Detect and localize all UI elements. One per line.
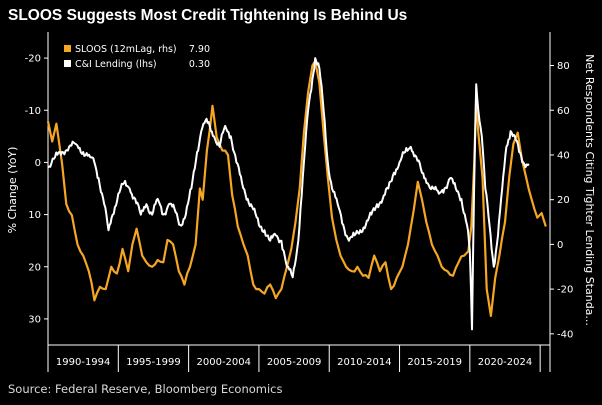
legend-swatch-ci-lending: [64, 60, 71, 67]
right-axis-ticks: 80 60 40 20 0 -20 -40: [550, 61, 573, 340]
plot-frame: [47, 32, 551, 372]
chart-title: SLOOS Suggests Most Credit Tightening Is…: [8, 7, 407, 24]
x-tick-label: 1995-1999: [126, 357, 181, 368]
x-tick-label: 2015-2019: [407, 357, 462, 368]
chart-source: Source: Federal Reserve, Bloomberg Econo…: [8, 382, 283, 396]
right-tick-label: 80: [557, 61, 570, 72]
right-tick-label: -40: [557, 329, 573, 340]
x-tick-label: 2000-2004: [197, 357, 252, 368]
y-axis-label-left: % Change (YoY): [6, 147, 19, 234]
x-axis-ticks: 1990-1994 1995-1999 2000-2004 2005-2009 2010…: [56, 345, 541, 372]
left-tick-label: 30: [28, 314, 41, 325]
series-line-ci-lending: [47, 57, 530, 331]
left-axis-ticks: -20 -10 0 10 20 30: [25, 54, 48, 325]
series-layer: [46, 57, 547, 331]
right-tick-label: 20: [557, 195, 570, 206]
x-tick-label: 2020-2024: [478, 357, 533, 368]
y-axis-label-right: Net Respondents Citing Tighter Lending S…: [583, 54, 596, 326]
legend-background: [61, 40, 214, 74]
legend-label-sloos: SLOOS (12mLag, rhs): [75, 44, 177, 55]
right-tick-label: 60: [557, 106, 570, 117]
legend-value-sloos: 7.90: [189, 44, 210, 55]
legend-value-ci-lending: 0.30: [189, 59, 210, 70]
legend-swatch-sloos: [64, 45, 71, 52]
left-tick-label: 0: [35, 158, 41, 169]
left-tick-label: 20: [28, 262, 41, 273]
left-tick-label: -10: [25, 106, 41, 117]
series-line-sloos: [46, 60, 547, 317]
left-tick-label: -20: [25, 54, 41, 65]
x-tick-label: 2005-2009: [267, 357, 322, 368]
legend-label-ci-lending: C&I Lending (lhs): [75, 59, 157, 70]
right-tick-label: -20: [557, 285, 573, 296]
legend: SLOOS (12mLag, rhs) 7.90 C&I Lending (lh…: [61, 40, 214, 74]
x-tick-label: 2010-2014: [337, 357, 392, 368]
x-tick-label: 1990-1994: [56, 357, 111, 368]
left-tick-label: 10: [28, 210, 41, 221]
right-tick-label: 0: [557, 240, 563, 251]
right-tick-label: 40: [557, 150, 570, 161]
